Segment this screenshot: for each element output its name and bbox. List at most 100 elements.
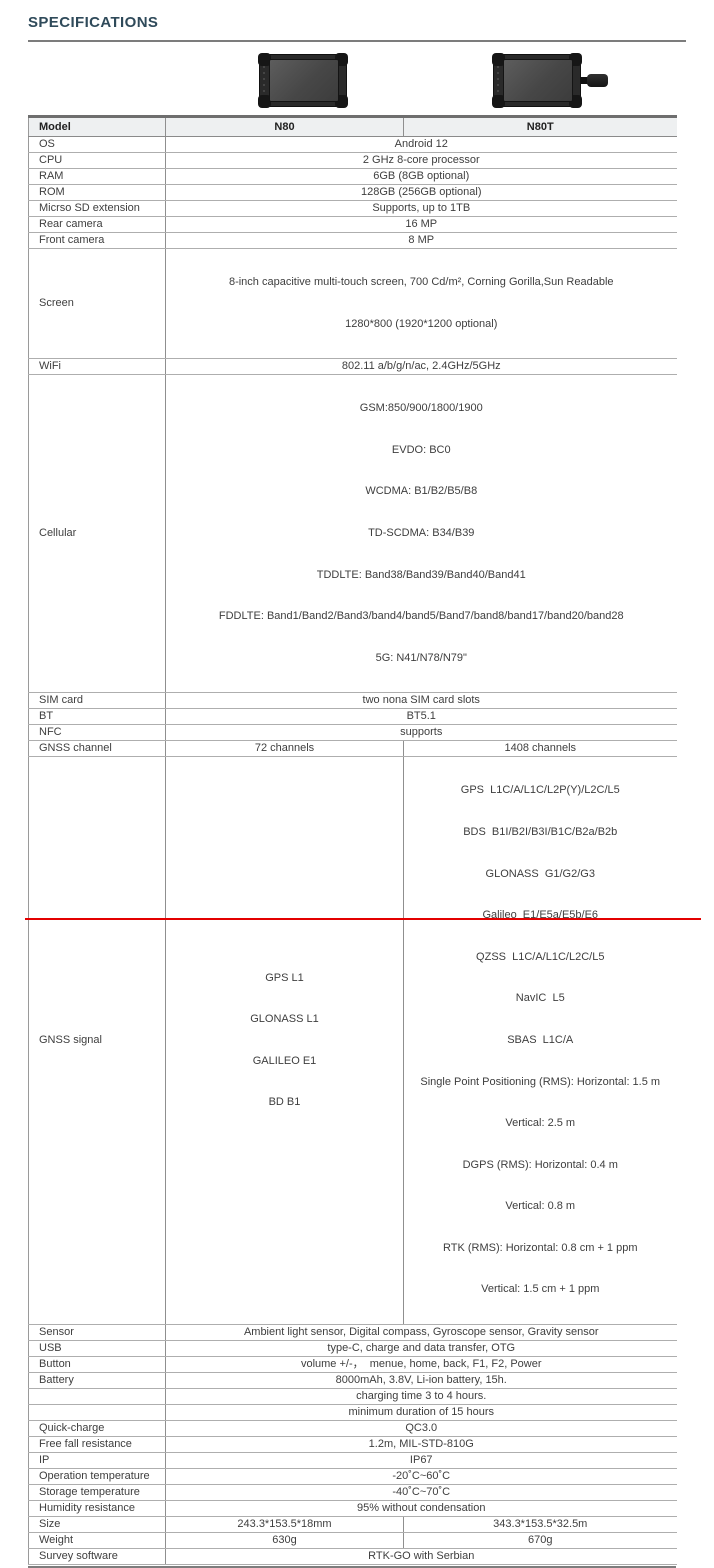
spec-value-line: Vertical: 0.8 m [505,1200,576,1213]
header-n80t: N80T [403,116,677,137]
spec-value-line: GPS L1C/A/L1C/L2P(Y)/L2C/L5 [460,784,620,797]
spec-label: Size [28,1516,166,1534]
spec-value: supports [165,724,677,742]
spec-label: SIM card [28,692,166,710]
spec-label: Survey software [28,1548,166,1566]
spec-value-line: GPS L1 [265,971,304,984]
spec-value: RTK-GO with Serbian [165,1548,677,1566]
tablet-image-n80 [258,53,348,108]
spec-value: 128GB (256GB optional) [165,184,677,201]
spec-row-nfc: NFC supports [28,724,677,742]
spec-value: 95% without condensation [165,1500,677,1518]
spec-value: charging time 3 to 4 hours. [165,1388,677,1406]
antenna-body [587,74,608,87]
spec-label: Operation temperature [28,1468,166,1486]
spec-label: GNSS signal [28,756,166,1326]
spec-value-line: GLONASS G1/G2/G3 [485,867,595,880]
spec-value: QC3.0 [165,1420,677,1438]
spec-value-line: BDS B1I/B2I/B3I/B1C/B2a/B2b [463,825,618,838]
antenna-neck [581,77,588,84]
spec-label: Storage temperature [28,1484,166,1502]
spec-row-ram: RAM 6GB (8GB optional) [28,168,677,185]
spec-value-line: EVDO: BC0 [391,443,451,456]
spec-value-line: BD B1 [268,1096,301,1109]
spec-label: Battery [28,1372,166,1390]
spec-row-wifi: WiFi 802.11 a/b/g/n/ac, 2.4GHz/5GHz [28,358,677,376]
spec-value: volume +/-， menue, home, back, F1, F2, P… [165,1356,677,1374]
spec-value-line: RTK (RMS): Horizontal: 0.8 cm + 1 ppm [443,1241,638,1254]
antenna-connector [581,74,609,87]
header-model: Model [28,116,166,137]
spec-label: OS [28,136,166,153]
product-images [28,42,686,115]
spec-label: WiFi [28,358,166,376]
spec-value: BT5.1 [165,708,677,726]
tablet-image-n80t [492,53,608,108]
spec-value-n80t: 1408 channels [403,740,677,758]
spec-row-battery: Battery 8000mAh, 3.8V, Li-ion battery, 1… [28,1372,677,1390]
spec-row-usb: USB type-C, charge and data transfer, OT… [28,1340,677,1358]
spec-label: IP [28,1452,166,1470]
spec-row-cellular: Cellular GSM:850/900/1800/1900 EVDO: BC0… [28,374,677,694]
spec-value: two nona SIM card slots [165,692,677,710]
spec-value-line: DGPS (RMS): Horizontal: 0.4 m [462,1158,618,1171]
spec-row-bt: BT BT5.1 [28,708,677,726]
spec-row-rear-camera: Rear camera 16 MP [28,216,677,233]
spec-row-cpu: CPU 2 GHz 8-core processor [28,152,677,169]
spec-row-gnss-signal: GNSS signal GPS L1 GLONASS L1 GALILEO E1… [28,756,677,1326]
spec-value: 6GB (8GB optional) [165,168,677,185]
spec-label: Sensor [28,1324,166,1342]
tablet-corner-bumper [492,53,505,66]
spec-value-line: NavIC L5 [515,992,565,1005]
spec-row-operation-temp: Operation temperature -20˚C~60˚C [28,1468,677,1486]
spec-value: 802.11 a/b/g/n/ac, 2.4GHz/5GHz [165,358,677,376]
title-divider [28,40,686,42]
spec-label [28,1388,166,1406]
spec-label: Cellular [28,374,166,694]
spec-value-n80: 243.3*153.5*18mm [165,1516,404,1534]
spec-table-wrap: Model N80 N80T OS Android 12 CPU 2 GHz 8… [28,115,714,1568]
header-n80: N80 [165,116,404,137]
page-footer-red-line [25,918,701,920]
spec-row-battery-charging: charging time 3 to 4 hours. [28,1388,677,1406]
spec-value-line: Single Point Positioning (RMS): Horizont… [420,1075,661,1088]
spec-value: Android 12 [165,136,677,153]
spec-label: Rear camera [28,216,166,233]
spec-value: -20˚C~60˚C [165,1468,677,1486]
spec-value-line: Vertical: 1.5 cm + 1 ppm [481,1283,600,1296]
spec-row-gnss-channel: GNSS channel 72 channels 1408 channels [28,740,677,758]
tablet-side-buttons [497,66,499,95]
spec-row-button: Button volume +/-， menue, home, back, F1… [28,1356,677,1374]
spec-value: Ambient light sensor, Digital compass, G… [165,1324,677,1342]
spec-value-line: TDDLTE: Band38/Band39/Band40/Band41 [316,568,526,581]
spec-value-line: 8-inch capacitive multi-touch screen, 70… [228,276,614,288]
tablet-screen [503,59,573,102]
spec-value: 2 GHz 8-core processor [165,152,677,169]
spec-row-front-camera: Front camera 8 MP [28,232,677,249]
spec-row-os: OS Android 12 [28,136,677,153]
spec-row-sensor: Sensor Ambient light sensor, Digital com… [28,1324,677,1342]
spec-table: Model N80 N80T OS Android 12 CPU 2 GHz 8… [28,115,677,1566]
spec-label: Weight [28,1532,166,1550]
spec-value-line: WCDMA: B1/B2/B5/B8 [365,485,478,498]
spec-label: RAM [28,168,166,185]
spec-value-n80: GPS L1 GLONASS L1 GALILEO E1 BD B1 [165,756,404,1326]
spec-value-n80: 72 channels [165,740,404,758]
spec-value: 8-inch capacitive multi-touch screen, 70… [165,248,677,360]
spec-value-line: GALILEO E1 [252,1054,317,1067]
spec-row-humidity: Humidity resistance 95% without condensa… [28,1500,677,1518]
spec-row-storage-temp: Storage temperature -40˚C~70˚C [28,1484,677,1502]
spec-label: BT [28,708,166,726]
spec-value: 1.2m, MIL-STD-810G [165,1436,677,1454]
spec-label: Button [28,1356,166,1374]
spec-row-size: Size 243.3*153.5*18mm 343.3*153.5*32.5m [28,1516,677,1534]
spec-label: GNSS channel [28,740,166,758]
spec-row-battery-duration: minimum duration of 15 hours [28,1404,677,1422]
spec-row-screen: Screen 8-inch capacitive multi-touch scr… [28,248,677,360]
spec-value: minimum duration of 15 hours [165,1404,677,1422]
spec-value-n80t: GPS L1C/A/L1C/L2P(Y)/L2C/L5 BDS B1I/B2I/… [403,756,677,1326]
spec-value-n80t: 343.3*153.5*32.5m [403,1516,677,1534]
spec-row-microsd: Micrso SD extension Supports, up to 1TB [28,200,677,217]
spec-value-line: Galileo E1/E5a/E5b/E6 [482,909,599,922]
spec-row-ip: IP IP67 [28,1452,677,1470]
